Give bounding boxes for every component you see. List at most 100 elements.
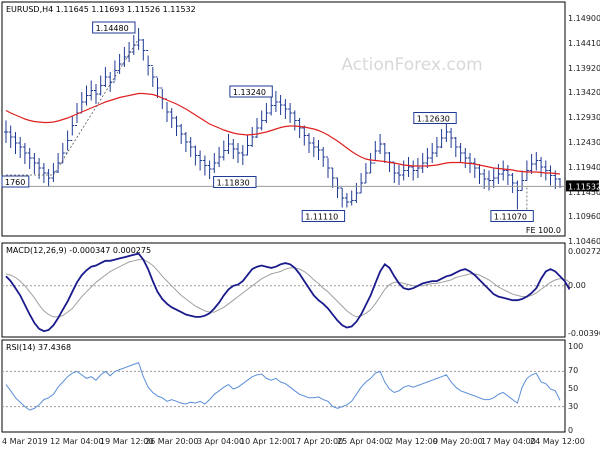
rsi-y-tick: 50 [568,384,578,393]
watermark: ActionForex.com [341,55,482,75]
price-panel-header: EURUSD,H4 1.11645 1.11693 1.11526 1.1153… [6,5,196,14]
price-annotation: 1760 [1,175,30,188]
candle [89,80,94,101]
candle [311,137,316,157]
price-annotation: 1.11830 [213,176,257,188]
candle [539,157,544,177]
annotation-label: 1.14480 [96,24,129,33]
rsi-lines [2,361,565,411]
candle [41,163,46,183]
macd-signal-line [5,259,570,318]
candle [283,99,288,119]
candle [491,168,496,188]
macd-panel-header: MACD(12,26,9) -0.000347 0.000275 [6,246,151,255]
rsi-line [5,361,561,411]
candle [401,160,406,181]
candle [406,157,411,177]
annotation-label: 1.11830 [217,179,250,188]
candle [501,160,506,181]
candle [212,153,217,173]
candle [368,153,373,174]
annotation-box [301,210,346,222]
candle [378,134,383,154]
x-tick: 24 May 12:00 [530,437,585,446]
candle [4,120,8,143]
price-annotation: 1.11110 [301,210,346,222]
candle [397,165,401,185]
candle [487,170,491,191]
candle [292,110,297,131]
price-moving-average [5,92,561,175]
candle [496,164,501,184]
candle [505,165,510,185]
candle [122,47,127,67]
candle [94,84,98,104]
x-tick: 25 Apr 04:00 [337,437,389,446]
candle [411,160,416,181]
x-tick: 10 Apr 12:00 [240,437,292,446]
x-tick: 26 Mar 20:00 [145,437,198,446]
rsi-y-ticks: 100 70 50 30 0 [568,342,583,435]
candle [179,124,184,144]
candle [150,65,155,87]
candle [548,165,553,186]
price-annotation: 1.12630 [413,112,457,124]
fe-label: FE 100.0 [526,226,561,235]
candle [46,169,51,187]
x-tick: 19 Mar 12:00 [100,437,153,446]
current-price-line: 1.11532 [2,180,600,192]
price-y-tick: 1.10960 [568,212,600,221]
candle [221,140,226,161]
candle [335,177,340,198]
candle [307,133,311,153]
candle [425,148,430,168]
candle [453,137,458,157]
candle [56,153,61,173]
candle [236,143,240,163]
candle [330,167,335,188]
moving-average-line [5,92,561,175]
candle [22,143,27,164]
price-y-tick: 1.14900 [568,14,600,23]
annotation-label: 1.12630 [417,115,450,124]
candle [183,132,188,152]
candle [103,67,108,87]
candle [13,132,18,154]
current-price-tag [566,180,599,192]
macd-lines [2,252,571,333]
price-y-ticks: 1.14900 1.14410 1.13920 1.13420 1.12930 … [568,14,600,246]
price-annotation: 1.14480 [92,21,136,34]
candle [515,180,520,210]
candle [543,160,548,181]
x-ticks: 4 Mar 2019 12 Mar 04:00 19 Mar 12:00 26 … [2,437,585,446]
macd-y-ticks: 0.002723 0.00 -0.003905 [568,247,600,338]
candle [529,154,534,174]
candle [112,60,117,83]
price-annotation: 1.11070 [490,210,534,222]
x-tick: 12 Mar 04:00 [50,437,103,446]
rsi-y-tick: 30 [568,402,578,411]
candle [32,153,37,174]
price-y-tick: 1.12430 [568,138,600,147]
candle [217,147,222,167]
x-tick: 4 Mar 2019 [2,437,48,446]
candle [534,152,539,171]
candle [482,169,487,189]
candle [70,115,75,141]
candle [240,145,245,165]
rsi-panel-frame [1,339,566,433]
candle [207,160,212,179]
price-y-tick: 1.13420 [568,88,600,97]
candle [288,103,293,123]
candle [79,92,84,114]
candle [188,137,193,157]
candle [326,156,330,178]
candle [340,187,345,208]
trend-line [53,38,139,176]
price-annotations: 1.14480 1.13240 1.12630 1.11830 1.11110 1.110… [1,21,534,222]
current-price-text: 1.11532 [568,182,600,191]
candle [382,143,387,163]
rsi-panel-header: RSI(14) 37.4368 [6,343,71,352]
candle [141,39,146,61]
